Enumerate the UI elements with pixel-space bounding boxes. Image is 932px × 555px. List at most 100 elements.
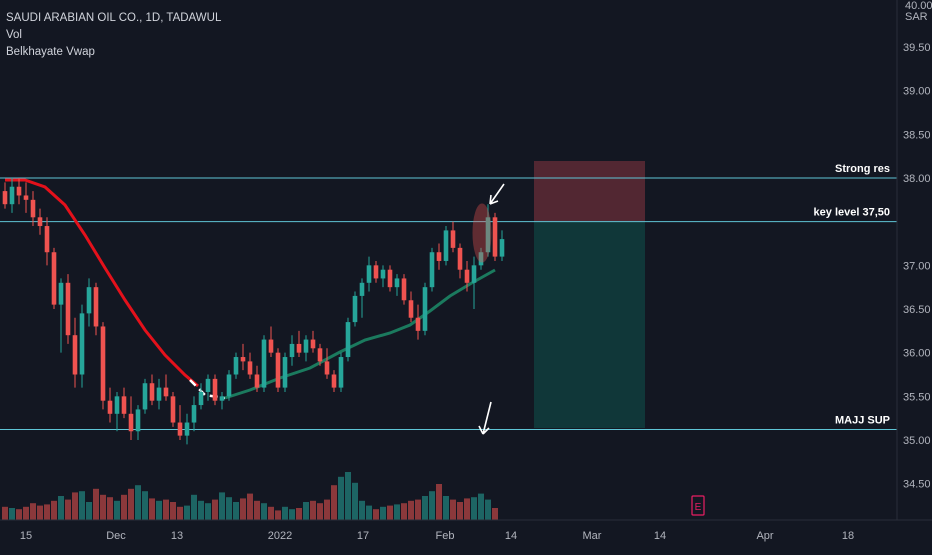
volume-bar [478,493,484,520]
time-tick-label: 17 [357,530,369,542]
volume-bar [338,476,344,520]
volume-bar [296,508,302,520]
candle-body [485,217,491,253]
chart-legend: SAUDI ARABIAN OIL CO., 1D, TADAWUL Vol B… [6,10,221,61]
volume-bar [261,503,267,520]
candle-body [86,287,92,314]
candle-body [415,317,421,331]
price-axis-top-value: 40.00 [905,0,932,12]
candle-body [177,422,183,436]
volume-bar [366,505,372,520]
volume-indicator-label[interactable]: Vol [6,29,22,41]
candle-body [240,357,246,362]
volume-bar [254,500,260,520]
time-tick-label: 14 [654,530,666,542]
arrow-icon-bottom [478,401,492,435]
volume-bar [9,508,15,520]
candle-body [352,295,358,323]
take-profit-zone [534,221,645,428]
time-tick-label: Apr [756,530,773,542]
candle-body [387,269,393,288]
price-tick-label: 39.00 [903,86,931,98]
volume-bar [163,499,169,520]
candle-body [443,230,449,261]
candle-body [163,387,169,397]
candle-body [93,287,99,327]
vwap-transition [189,379,226,400]
price-tick-label: 34.50 [903,479,931,491]
volume-bar [443,496,449,520]
symbol-title[interactable]: SAUDI ARABIAN OIL CO., 1D, TADAWUL [6,12,222,24]
volume-bar [408,500,414,520]
volume-bar [156,500,162,520]
price-tick-label: 38.00 [903,173,931,185]
volume-bar [65,499,71,520]
candle-body [464,269,470,283]
candle-body [23,195,29,200]
volume-bar [324,499,330,520]
candle-body [296,343,302,353]
candle-body [317,348,323,362]
candle-body [121,396,127,414]
volume-bar [282,506,288,520]
candle-body [345,322,351,358]
volume-bar [219,492,225,520]
price-tick-label: 35.00 [903,435,931,447]
highlight-ellipse [472,203,492,263]
volume-bar [51,500,57,520]
candle-body [499,239,505,257]
candle-body [450,230,456,248]
vwap-line-up [224,268,496,400]
time-tick-label: 14 [505,530,517,542]
candle-body [268,339,274,353]
candle-body [233,357,239,375]
volume-bar [415,499,421,520]
candle-body [219,396,225,401]
candle-body [205,378,211,392]
candle-body [149,383,155,401]
earnings-marker-label: E [695,502,702,513]
time-tick-label: 2022 [268,530,292,542]
candle-body [51,252,57,305]
candle-body [142,383,148,410]
vwap-indicator-label[interactable]: Belkhayate Vwap [6,46,95,58]
arrow-icon-top [489,183,505,205]
candle-body [198,391,204,406]
volume-bar [149,498,155,520]
volume-bar [268,506,274,520]
candle-body [79,313,85,375]
volume-bar [191,494,197,520]
volume-bar [205,503,211,520]
candle-body [380,269,386,279]
candle-body [275,352,281,388]
candle-body [191,405,197,423]
volume-bar [303,502,309,520]
candle-body [184,422,190,436]
candle-body [331,374,337,388]
time-tick-label: 13 [171,530,183,542]
volume-bar [58,496,64,520]
candle-body [247,361,253,375]
volume-bar [170,502,176,520]
volume-bar [23,506,29,520]
volume-bar [401,503,407,520]
volume-bar [37,505,43,520]
volume-bar [485,499,491,520]
volume-bar [177,506,183,520]
candle-body [135,409,141,432]
candle-body [324,361,330,375]
stop-loss-zone [534,161,645,222]
horizontal-level-label: Strong res [835,163,890,175]
candle-body [30,199,36,218]
volume-bar [380,506,386,520]
volume-bar [226,497,232,520]
price-tick-label: 39.50 [903,42,931,54]
volume-bar [471,497,477,520]
volume-bar [352,482,358,520]
volume-bar [422,496,428,520]
volume-bar [233,502,239,520]
price-axis-currency: SAR [905,11,928,23]
volume-bar [345,472,351,520]
